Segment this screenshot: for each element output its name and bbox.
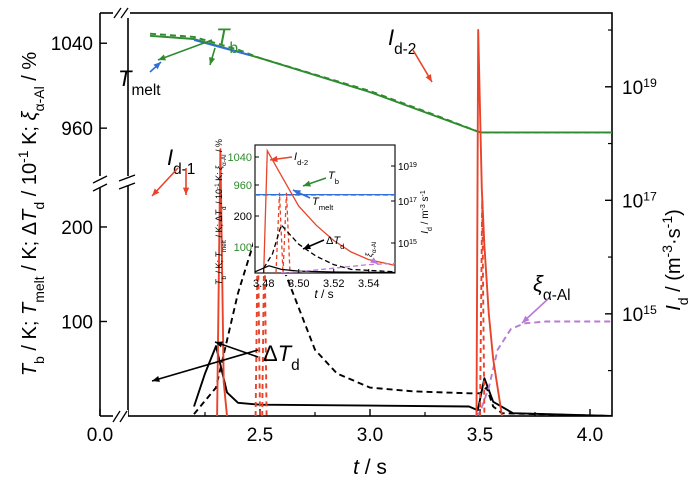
- series-line: [216, 148, 228, 416]
- inset-y-right-tick-label: 1017: [398, 197, 417, 209]
- y-left-tick-label: 100: [61, 312, 93, 333]
- annotation-arrow-Id1-head: [152, 188, 160, 196]
- y-axis-top-break-gap: [112, 8, 130, 18]
- inset-y-right-tick-label: 1019: [398, 162, 417, 174]
- inset-x-tick-label: 3.54: [358, 278, 379, 290]
- inset-arrow-dTd-head: [303, 243, 311, 249]
- inset-annotation-Id2: Id-2: [294, 151, 308, 167]
- x-tick-label: 4.0: [577, 425, 603, 446]
- annotation-arrow-dTd: [151, 349, 259, 382]
- inset-x-tick-label: 3.50: [288, 278, 309, 290]
- inset-x-tick-label: 3.52: [323, 278, 344, 290]
- inset-y-left-tick-label: 100: [234, 242, 252, 254]
- annotation-label-Tb: Tb: [216, 24, 238, 57]
- inset-y-left-tick-label: 200: [234, 211, 252, 223]
- inset-y-right-axis-label: Id / m-3 s-1: [420, 190, 434, 234]
- inset-y-left-tick-label: 1040: [228, 152, 252, 164]
- annotation-label-dTd: ΔTd: [263, 341, 300, 374]
- inset-series-Id2-dashed-a: [275, 192, 284, 273]
- annotation-arrow-Id1-head: [182, 187, 190, 195]
- inset-annotation-xi: ξα-Al: [364, 242, 378, 257]
- y-axis-break-mark: [118, 174, 136, 182]
- series-line: [149, 34, 612, 134]
- x-tick-label: 3.5: [467, 425, 493, 446]
- y-axis-break-mark: [92, 175, 108, 184]
- y-axis-break-mark: [92, 183, 108, 192]
- annotation-arrow-Tmelt-head: [153, 62, 161, 70]
- annotation-arrow-dTd: [214, 341, 259, 358]
- x-axis-break-mark: [119, 410, 128, 423]
- annotation-label-Id2: Id-2: [388, 25, 416, 58]
- annotation-arrow-Id2-head: [425, 74, 432, 82]
- y-left-tick-label: 1040: [51, 34, 93, 55]
- inset-series-dTd-dashed: [263, 223, 395, 273]
- x-tick-label: 0.0: [87, 425, 113, 446]
- series-line: [193, 221, 612, 416]
- inset-series-Id2-dashed-b: [282, 192, 291, 273]
- y-right-tick-label: 1015: [622, 303, 657, 326]
- annotation-arrow-xi-head: [522, 315, 530, 323]
- inset-annotation-Tb: Tb: [328, 170, 339, 186]
- annotation-label-Tmelt: Tmelt: [118, 66, 161, 99]
- annotation-arrow-Tb: [157, 39, 213, 61]
- y-axis-break-mark: [113, 7, 122, 19]
- inset-arrow-xi-head: [370, 257, 378, 264]
- inset-annotation-dTd: ΔTd: [326, 235, 344, 251]
- x-axis-label: t / s: [353, 456, 387, 479]
- y-left-tick-label: 200: [61, 218, 93, 239]
- inset-x-tick-label: 3.48: [253, 278, 274, 290]
- inset-y-left-axis-label: Tb / K; Tmelt / K; ΔTd / 10-1 K; ξα-Al /…: [214, 139, 228, 285]
- series-line: [193, 345, 612, 416]
- annotation-arrow-Tb-head: [158, 54, 166, 61]
- inset-frame: [254, 144, 396, 274]
- series-line: [475, 29, 503, 416]
- inset-y-left-tick-label: 960: [234, 180, 252, 192]
- x-tick-label: 3.0: [357, 425, 383, 446]
- inset-y-right-tick-label: 1015: [398, 239, 417, 251]
- inset-arrow-Tmelt-head: [293, 190, 301, 196]
- y-axis-break-gap: [120, 176, 136, 186]
- y-right-tick-label: 1019: [622, 76, 657, 99]
- inset-annotation-Tmelt: Tmelt: [312, 196, 334, 212]
- x-axis-break-mark: [112, 410, 121, 423]
- annotation-label-Id1: Id-1: [167, 145, 195, 178]
- y-axis-break-mark: [118, 182, 136, 190]
- y-axis-break-mark: [120, 7, 129, 19]
- annotation-label-xi: ξα-Al: [533, 271, 571, 304]
- annotation-arrow-Tb-head: [209, 57, 216, 65]
- inset-x-axis-label: t / s: [314, 287, 333, 301]
- annotation-arrow-dTd-head: [152, 375, 160, 382]
- annotation-arrow-dTd-head: [215, 341, 223, 348]
- series-line: [474, 320, 612, 416]
- y-right-tick-label: 1017: [622, 189, 657, 212]
- x-tick-label: 2.5: [247, 425, 273, 446]
- inset-background: [253, 143, 397, 275]
- inset-arrow-Id2-head: [270, 155, 278, 163]
- inset-series-dTd-solid: [255, 265, 395, 273]
- inset-arrow-Tb-head: [303, 180, 311, 187]
- y-left-tick-label: 960: [61, 119, 93, 140]
- y-right-axis-label: Id / (m-3·s-1): [659, 209, 691, 311]
- y-left-axis-label: Tb / K; Tmelt / K; ΔTd / 10-1 K; ξα-Al /…: [15, 52, 47, 377]
